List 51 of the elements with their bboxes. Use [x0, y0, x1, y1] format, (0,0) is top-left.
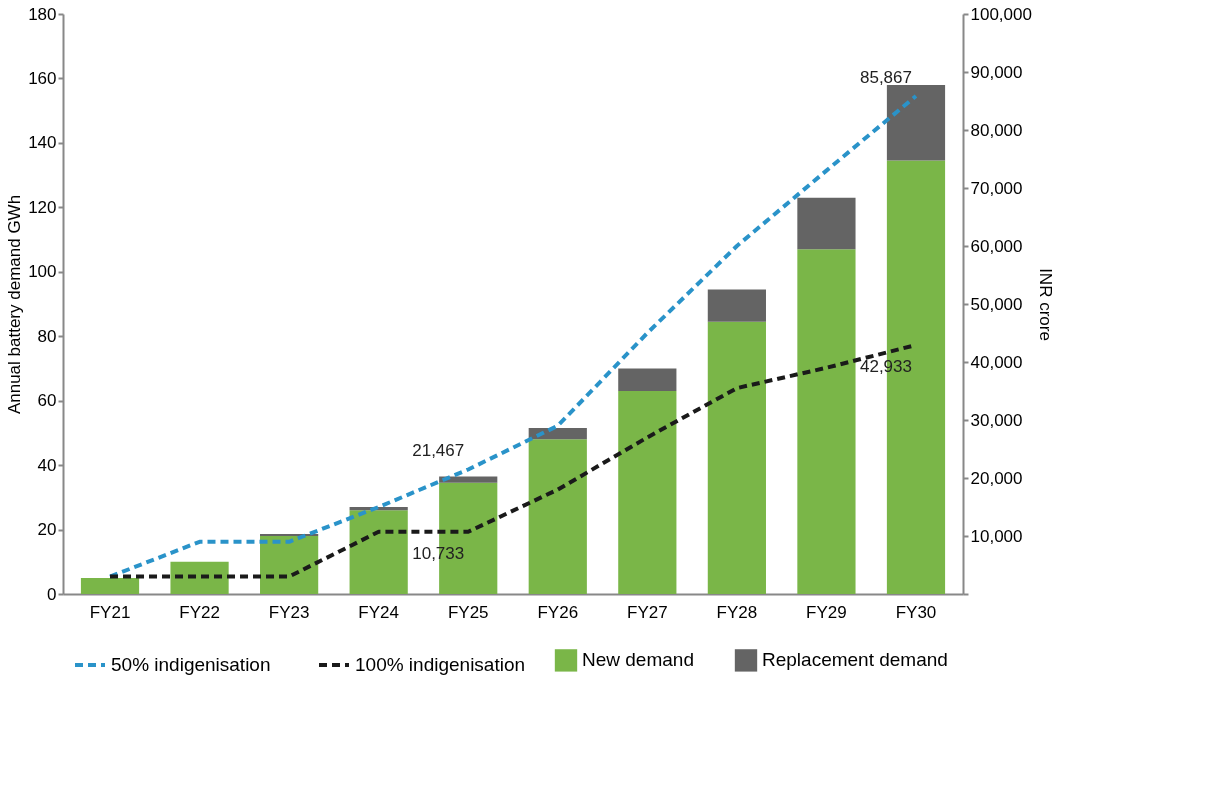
legend-label: 50% indigenisation [111, 654, 271, 675]
y-axis-title: Annual battery demand GWh [5, 194, 25, 415]
x-tick-label: FY25 [447, 602, 489, 622]
bar [618, 391, 677, 594]
legend-label: Replacement demand [762, 649, 948, 671]
bar [349, 510, 408, 594]
x-tick-label: FY22 [179, 602, 220, 622]
y2-tick-label: 30,000 [970, 410, 1023, 430]
y-tick-label: 100 [28, 262, 57, 282]
legend-label: New demand [582, 649, 694, 671]
data-label: 21,467 [412, 441, 465, 461]
x-tick-label: FY23 [268, 602, 310, 622]
bar [886, 84, 946, 161]
y-tick-label: 20 [37, 520, 57, 540]
x-tick-label: FY27 [627, 602, 668, 622]
y-tick-label: 160 [28, 68, 57, 88]
y-tick-label: 60 [37, 391, 57, 411]
y2-tick-label: 50,000 [970, 294, 1023, 314]
y-tick-label: 0 [47, 584, 57, 604]
y2-tick-label: 40,000 [970, 352, 1023, 372]
bar [260, 536, 319, 594]
data-label: 85,867 [859, 67, 912, 87]
y2-tick-label: 70,000 [970, 178, 1023, 198]
bar [707, 289, 766, 322]
y-tick-label: 80 [37, 326, 57, 346]
bar [707, 321, 766, 594]
x-tick-label: FY28 [716, 602, 758, 622]
bar [797, 249, 856, 594]
y2-tick-label: 90,000 [970, 62, 1023, 82]
y-tick-label: 40 [37, 455, 57, 475]
x-tick-label: FY26 [537, 602, 579, 622]
x-tick-label: FY30 [895, 602, 937, 622]
y2-tick-label: 20,000 [970, 468, 1023, 488]
x-tick-label: FY24 [358, 602, 399, 622]
bar [439, 476, 498, 483]
y-tick-label: 180 [28, 4, 57, 24]
x-tick-label: FY29 [806, 602, 847, 622]
bar [528, 439, 587, 594]
bar [170, 561, 229, 594]
y2-tick-label: 100,000 [970, 4, 1032, 24]
bar [618, 368, 677, 391]
y-tick-label: 140 [28, 133, 57, 153]
y2-tick-label: 60,000 [970, 236, 1023, 256]
y2-axis-title: INR crore [1035, 268, 1055, 341]
bar [80, 577, 140, 594]
bar [797, 197, 856, 250]
x-tick-label: FY21 [89, 602, 131, 622]
legend-label: 100% indigenisation [355, 654, 526, 675]
y-tick-label: 120 [28, 197, 57, 217]
y2-tick-label: 10,000 [970, 526, 1023, 546]
y2-tick-label: 80,000 [970, 120, 1023, 140]
